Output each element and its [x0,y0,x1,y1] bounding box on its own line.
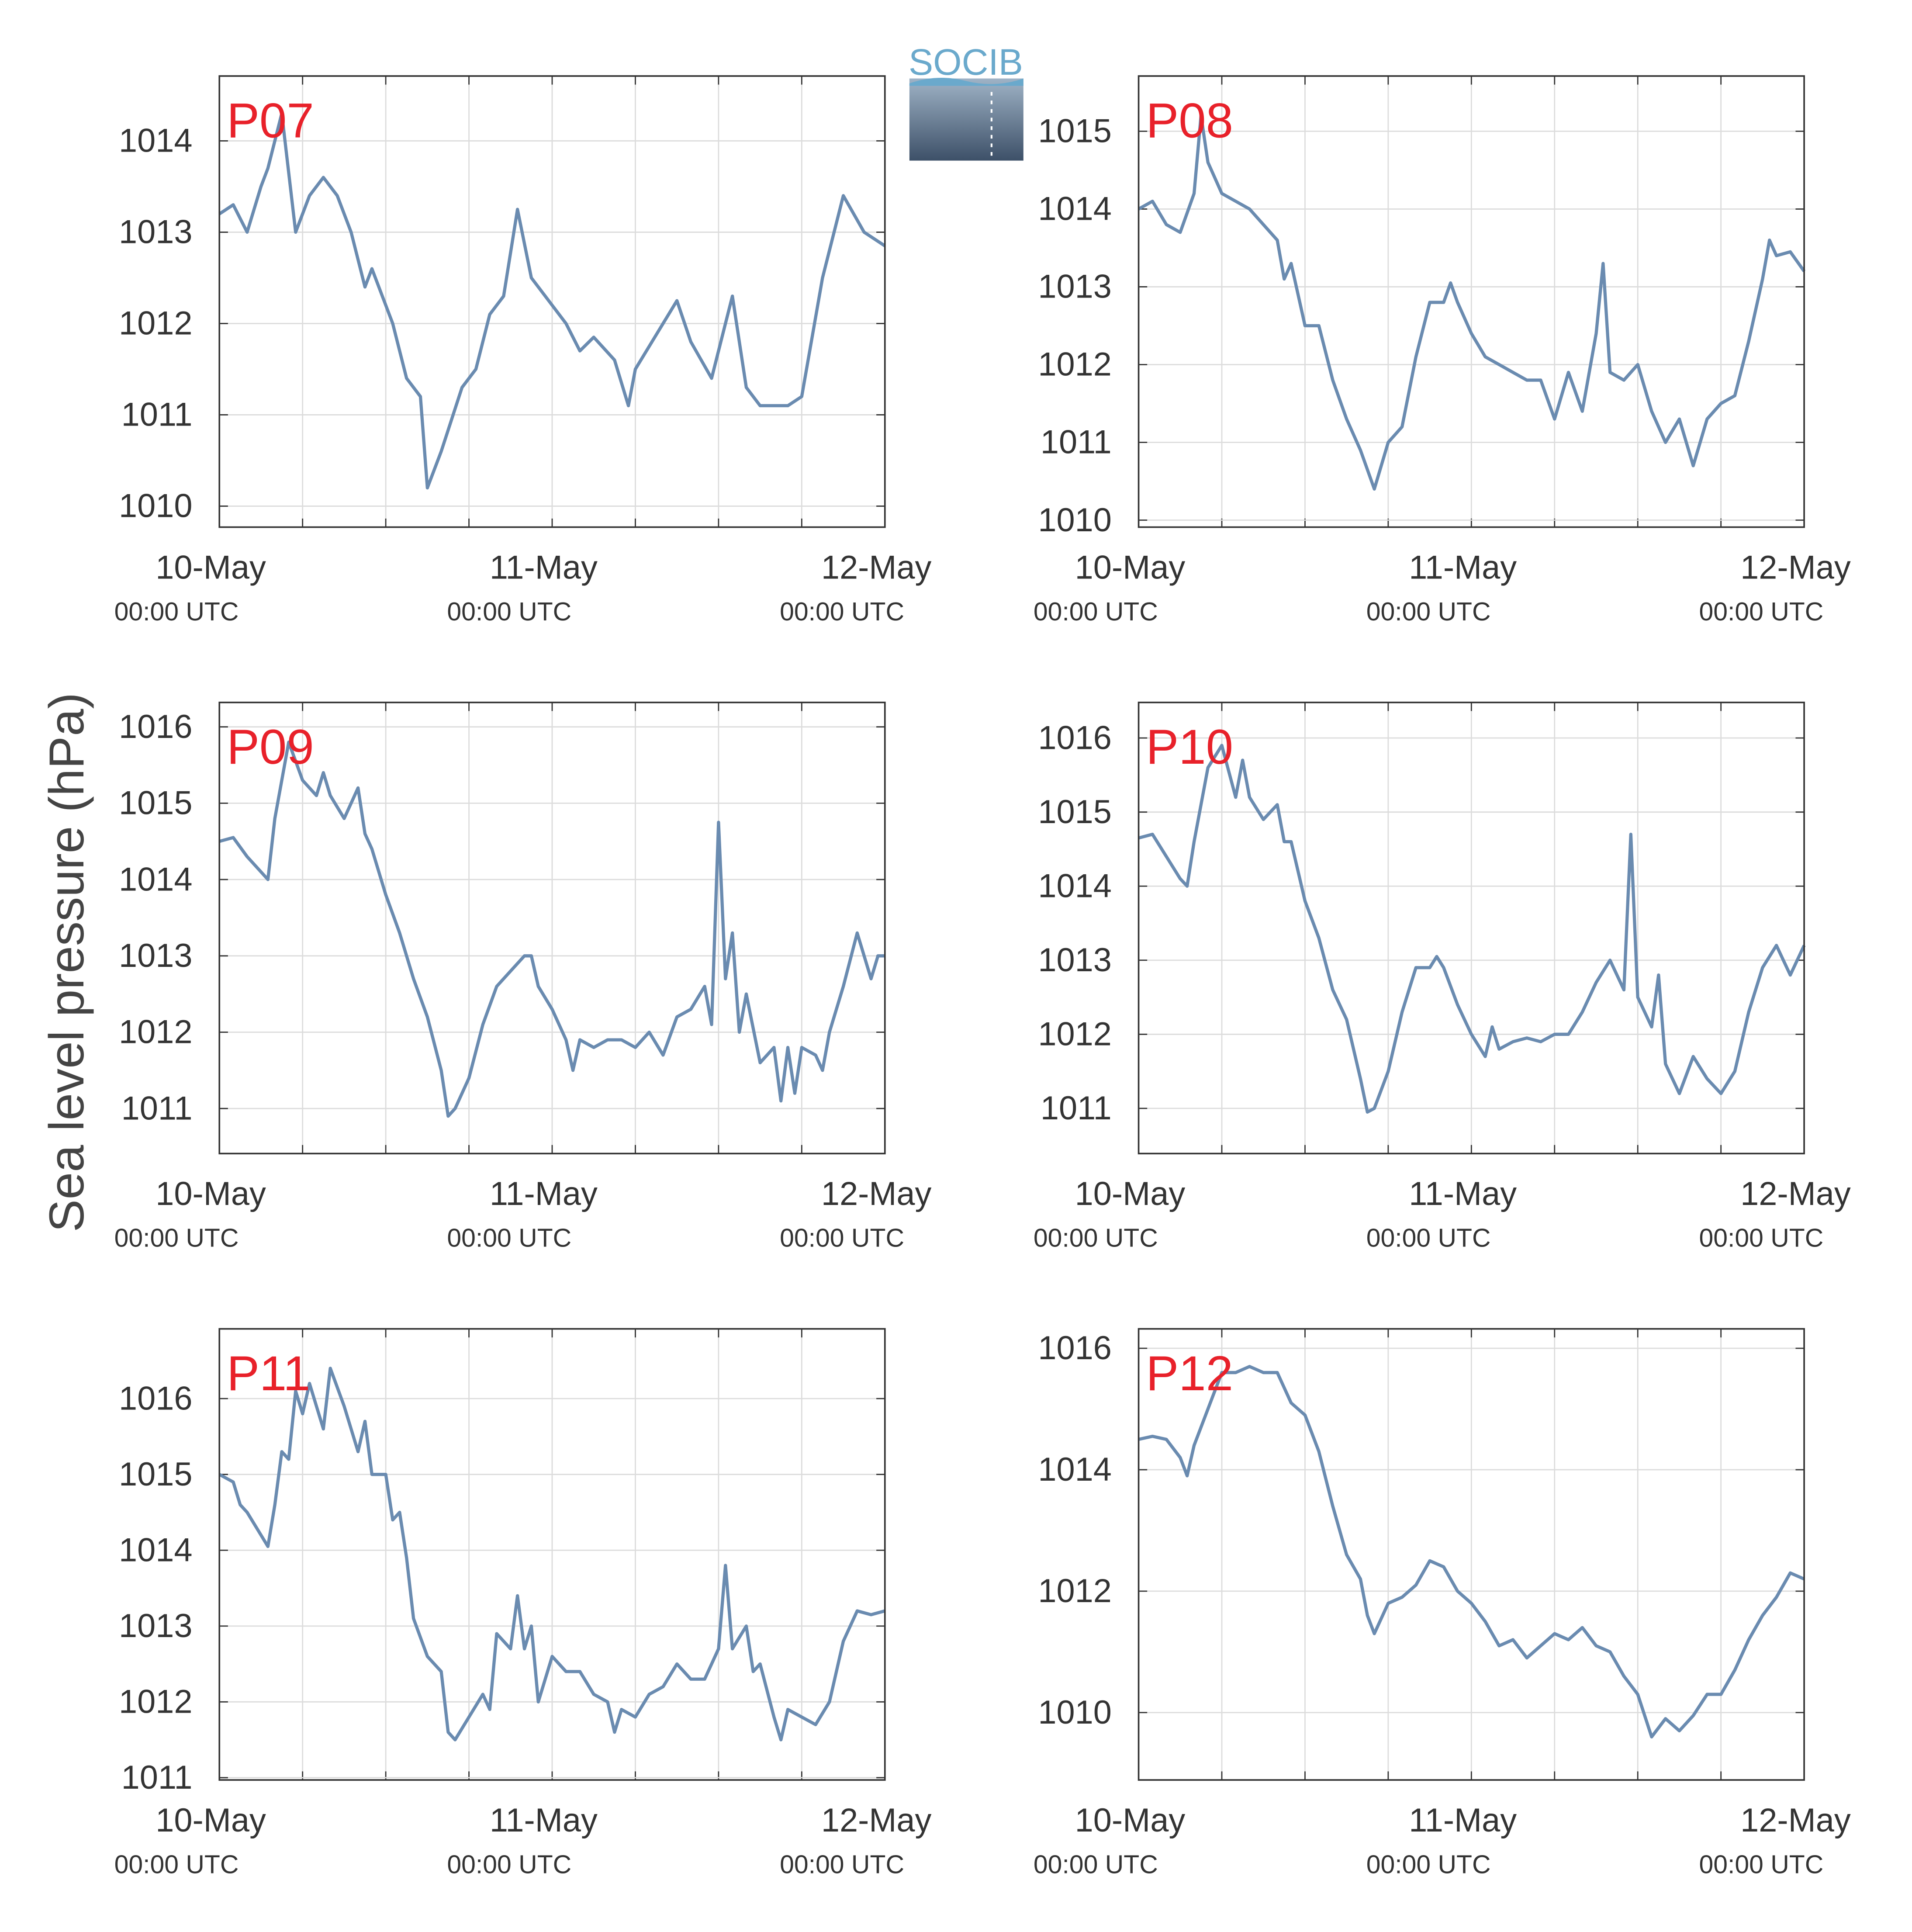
x-tick-sublabel: 00:00 UTC [114,1850,239,1879]
x-tick-sublabel: 00:00 UTC [1699,1224,1823,1253]
y-tick-label: 1011 [1041,1090,1112,1127]
y-tick-label: 1014 [1038,190,1112,228]
x-tick-sublabel: 00:00 UTC [1366,598,1491,626]
x-tick-sublabel: 00:00 UTC [114,598,239,626]
x-tick-label: 12-May [821,1802,932,1839]
x-tick-sublabel: 00:00 UTC [780,598,904,626]
y-tick-label: 1012 [1038,346,1112,383]
x-tick-label: 11-May [490,1175,598,1212]
logo-box [909,78,1023,161]
y-tick-label: 1012 [119,305,193,342]
y-tick-label: 1015 [119,785,193,822]
data-line [1138,1365,1805,1738]
x-tick-sublabel: 00:00 UTC [780,1224,904,1253]
y-tick-label: 1015 [119,1456,193,1493]
y-tick-label: 1012 [1038,1572,1112,1610]
logo: SOCIB [909,42,1023,161]
x-tick-label: 11-May [490,1802,598,1839]
x-tick-sublabel: 00:00 UTC [1699,598,1823,626]
x-tick-sublabel: 00:00 UTC [447,1850,571,1879]
y-tick-label: 1010 [1038,1694,1112,1731]
station-label: P08 [1146,93,1233,148]
station-label: P11 [227,1346,310,1401]
logo-text: SOCIB [909,42,1023,83]
plot-frame [218,701,886,1155]
y-axis-label: Sea level pressure (hPa) [39,692,94,1232]
y-tick-label: 1011 [121,396,193,433]
station-label: P09 [227,719,314,774]
y-tick-label: 1015 [1038,113,1112,150]
x-tick-label: 12-May [821,549,932,586]
x-tick-label: 12-May [821,1175,932,1212]
y-tick-label: 1014 [1038,867,1112,904]
station-label: P07 [227,93,314,148]
x-tick-label: 11-May [1409,549,1517,586]
y-tick-label: 1013 [1038,942,1112,979]
logo-wave [909,78,1023,86]
x-tick-sublabel: 00:00 UTC [1366,1224,1491,1253]
x-tick-label: 10-May [1075,1802,1186,1839]
x-tick-sublabel: 00:00 UTC [447,1224,571,1253]
x-tick-sublabel: 00:00 UTC [447,598,571,626]
y-tick-label: 1014 [119,122,193,159]
x-tick-label: 10-May [1075,549,1186,586]
y-tick-label: 1016 [1038,1330,1112,1367]
y-tick-label: 1011 [121,1759,193,1796]
x-tick-label: 11-May [1409,1175,1517,1212]
x-tick-label: 10-May [1075,1175,1186,1212]
station-label: P10 [1146,719,1233,774]
x-tick-sublabel: 00:00 UTC [1034,1224,1158,1253]
x-tick-label: 10-May [156,1175,266,1212]
y-tick-label: 1011 [121,1090,193,1127]
x-tick-label: 12-May [1740,1802,1851,1839]
data-line [218,1367,885,1742]
data-line [1138,744,1806,1114]
x-tick-sublabel: 00:00 UTC [1034,1850,1158,1879]
data-line [219,740,885,1118]
plot-frame [218,1328,886,1781]
y-tick-label: 1012 [1038,1016,1112,1053]
y-tick-label: 1015 [1038,793,1112,831]
y-tick-label: 1013 [1038,268,1112,305]
x-tick-sublabel: 00:00 UTC [1699,1850,1823,1879]
x-tick-sublabel: 00:00 UTC [1366,1850,1491,1879]
station-label: P12 [1146,1346,1233,1401]
plot-frame [1138,1328,1805,1781]
data-line [218,112,886,490]
x-tick-sublabel: 00:00 UTC [780,1850,904,1879]
y-tick-label: 1016 [1038,719,1112,756]
x-tick-sublabel: 00:00 UTC [1034,598,1158,626]
plot-frame [218,75,886,528]
x-tick-label: 11-May [1409,1802,1517,1839]
y-tick-label: 1013 [119,214,193,251]
y-tick-label: 1016 [119,1380,193,1417]
x-tick-label: 10-May [156,549,266,586]
y-tick-label: 1016 [119,708,193,745]
y-tick-label: 1012 [119,1014,193,1051]
y-tick-label: 1014 [1038,1451,1112,1488]
data-line [1138,114,1806,491]
y-tick-label: 1011 [1041,424,1112,461]
y-tick-label: 1013 [119,1607,193,1645]
x-tick-label: 11-May [490,549,598,586]
y-tick-label: 1014 [119,1531,193,1568]
y-tick-label: 1010 [1038,502,1112,539]
plot-frame [1138,701,1805,1155]
y-tick-label: 1013 [119,937,193,974]
y-tick-label: 1012 [119,1683,193,1721]
y-tick-label: 1014 [119,861,193,898]
y-tick-label: 1010 [119,488,193,525]
x-tick-label: 12-May [1740,1175,1851,1212]
x-tick-label: 10-May [156,1802,266,1839]
x-tick-label: 12-May [1740,549,1851,586]
x-tick-sublabel: 00:00 UTC [114,1224,239,1253]
plot-frame [1138,75,1805,528]
